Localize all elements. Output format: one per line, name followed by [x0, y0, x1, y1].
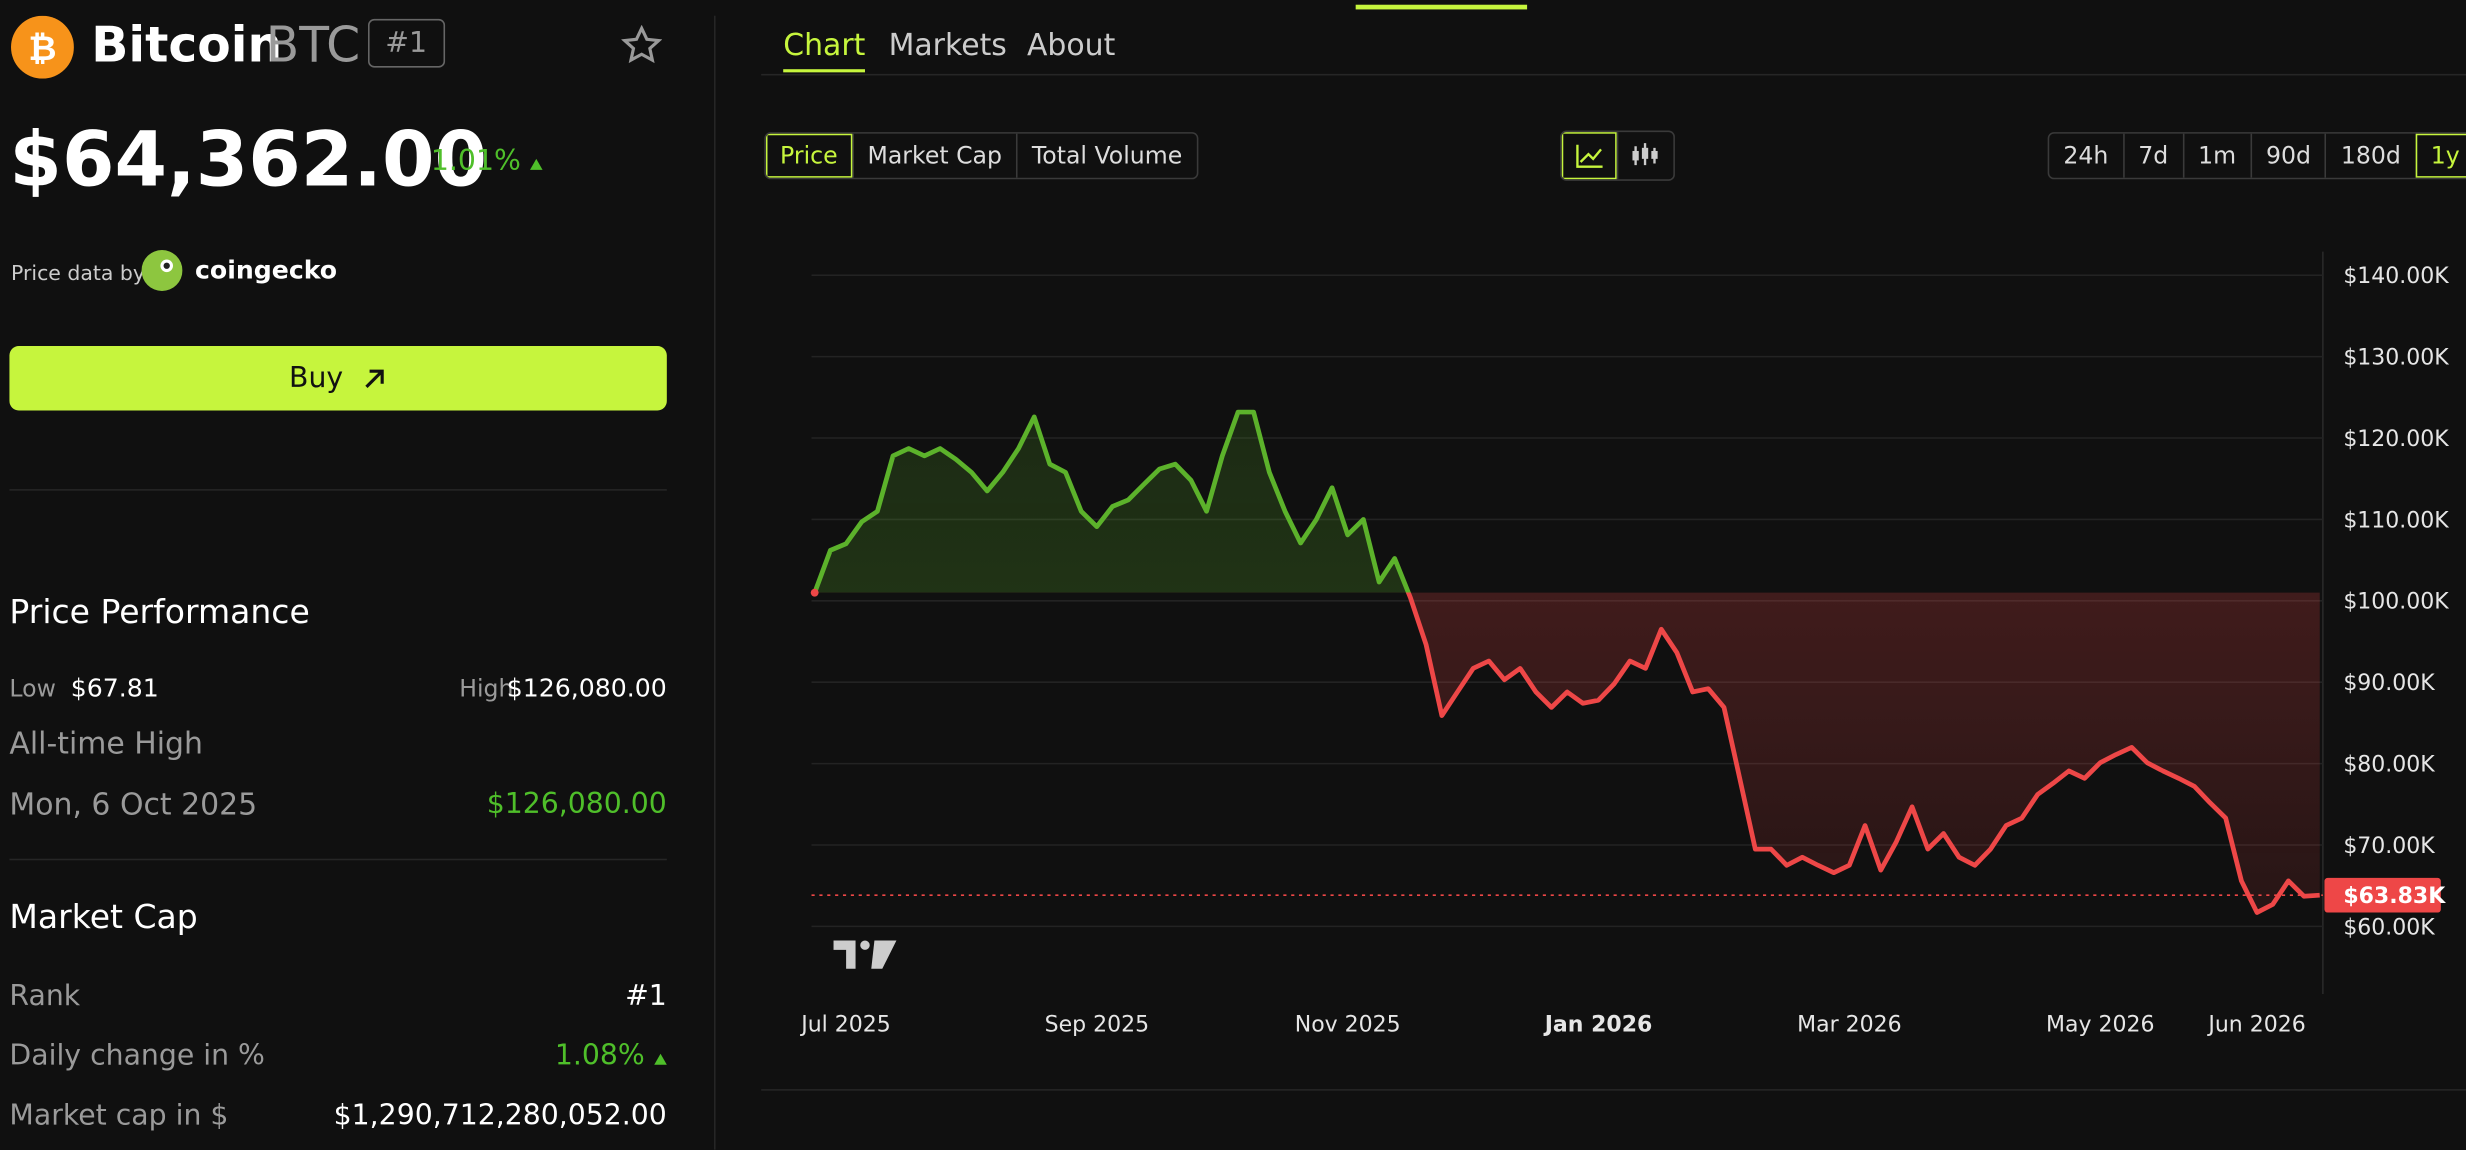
range[interactable]: 90d — [2250, 133, 2325, 178]
start-dot — [810, 588, 819, 597]
metric[interactable]: Market Cap — [851, 133, 1016, 178]
tab-line — [761, 73, 2466, 76]
range[interactable]: 7d — [2122, 133, 2183, 178]
rank-label: Rank — [9, 979, 81, 1013]
progress — [1355, 4, 1528, 10]
rank-value: #1 — [625, 979, 667, 1013]
high-value: $126,080.00 — [506, 673, 667, 703]
y-tick-label: $140.00K — [2343, 264, 2449, 289]
performance-title: Price Performance — [9, 592, 310, 631]
chart-type-group — [1560, 130, 1675, 181]
range[interactable]: 24h — [2063, 141, 2109, 170]
y-tick-label: $70.00K — [2343, 834, 2435, 859]
x-tick-label: Jul 2025 — [799, 1013, 891, 1038]
ath-date: Mon, 6 Oct 2025 — [9, 787, 258, 823]
price-line — [812, 409, 2320, 915]
y-tick-label: $110.00K — [2343, 508, 2449, 533]
price-change: 1.01% — [431, 145, 543, 178]
y-tick-label: $90.00K — [2343, 671, 2435, 696]
metric-group: Price Market Cap Total Volume — [764, 132, 1198, 180]
price-data-by: Price data by — [11, 262, 146, 287]
range[interactable]: 180d — [2325, 133, 2415, 178]
line-type[interactable] — [1561, 132, 1617, 180]
y-tick-label: $60.00K — [2343, 915, 2435, 940]
range[interactable]: 1m — [2182, 133, 2250, 178]
daily-label: Daily change in % — [9, 1039, 265, 1073]
separator — [9, 489, 667, 491]
high-label: High — [459, 674, 514, 703]
x-tick-label: Sep 2025 — [1045, 1013, 1149, 1038]
low-value: $67.81 — [70, 673, 159, 703]
tab[interactable]: Chart — [783, 28, 866, 73]
separator — [9, 858, 667, 861]
x-tick-label: May 2026 — [2046, 1013, 2154, 1038]
last-price-label: $63.83K — [2343, 884, 2446, 909]
y-tick-label: $130.00K — [2343, 345, 2449, 370]
star[interactable] — [621, 25, 663, 66]
buy-label: Buy — [289, 361, 344, 395]
daily-change: 1.08% — [554, 1039, 645, 1073]
daily-value: 1.08% — [555, 1040, 667, 1073]
cap-value: $1,290,712,280,052.00 — [333, 1099, 667, 1133]
tv-logo — [833, 940, 897, 969]
last-price-tag — [2324, 877, 2441, 913]
low-label: Low — [9, 674, 56, 703]
x-tick-label: Jan 2026 — [1543, 1013, 1653, 1038]
area — [814, 412, 2320, 913]
candle-type[interactable] — [1616, 132, 1674, 180]
x-tick-label: Nov 2025 — [1295, 1013, 1401, 1038]
divider — [714, 15, 716, 1150]
metric[interactable]: Price — [765, 133, 852, 178]
coin-icon: ₿ — [11, 15, 74, 79]
ath-value: $126,080.00 — [486, 787, 667, 821]
coin-name: Bitcoin — [91, 17, 283, 74]
range[interactable]: 1y — [2415, 133, 2466, 178]
price: $64,362.00 — [9, 116, 487, 205]
tab[interactable]: Markets — [888, 28, 1007, 63]
svg-text:₿: ₿ — [28, 29, 56, 69]
buy-arrow — [365, 368, 385, 388]
y-tick-label: $100.00K — [2343, 590, 2449, 615]
ath-label: All-time High — [9, 726, 203, 762]
coin-symbol: BTC — [265, 17, 361, 74]
market-cap-title: Market Cap — [9, 898, 198, 936]
x-tick-label: Mar 2026 — [1797, 1013, 1902, 1038]
x-tick-label: Jun 2026 — [2206, 1013, 2305, 1038]
provider-logo — [141, 250, 183, 291]
tab[interactable]: About — [1026, 28, 1116, 63]
provider-name: coingecko — [195, 254, 338, 285]
metric[interactable]: Total Volume — [1016, 133, 1196, 178]
y-tick-label: $80.00K — [2343, 752, 2435, 777]
buy-button[interactable]: Buy — [9, 345, 667, 411]
price-change-value: 1.01% — [430, 144, 521, 178]
range-group: 24h 7d 1m 90d 180d 1y — [2047, 132, 2466, 180]
cap-label: Market cap in $ — [9, 1099, 229, 1133]
y-tick-label: $120.00K — [2343, 427, 2449, 452]
rank-badge: #1 — [368, 18, 445, 68]
